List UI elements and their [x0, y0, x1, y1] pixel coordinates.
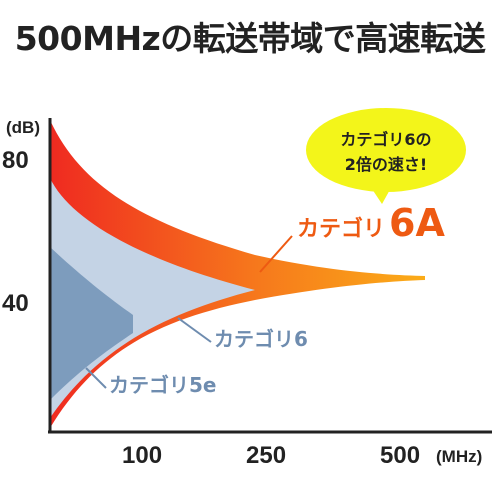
x-axis-unit: (MHz) [436, 447, 482, 466]
cat6-area [50, 178, 255, 418]
callout-bubble: カテゴリ6の 2倍の速さ! [306, 108, 466, 204]
page-title: 500MHzの転送帯域で高速転送 [14, 19, 486, 58]
series-label-cat6a: カテゴリ 6A [297, 201, 445, 245]
series-label-cat6: カテゴリ6 [214, 327, 308, 351]
series-label-cat6a-suffix: 6A [389, 201, 445, 245]
series-label-cat5e: カテゴリ5e [109, 373, 216, 397]
callout-line-1: カテゴリ6の [340, 130, 431, 149]
y-axis-unit: (dB) [6, 118, 40, 137]
y-tick-label: 40 [2, 290, 29, 317]
x-tick-label: 500 [380, 442, 420, 469]
cat6a-area [50, 120, 425, 428]
cat5e-area [50, 247, 133, 400]
leader-line-cat6a [259, 235, 293, 273]
x-tick-label: 250 [246, 442, 286, 469]
y-tick-label: 80 [2, 147, 29, 174]
leader-line-cat6 [177, 317, 212, 343]
callout-line-2: 2倍の速さ! [345, 155, 427, 174]
leader-line-cat5e [85, 367, 107, 389]
series-label-cat6a-prefix: カテゴリ [297, 216, 385, 242]
x-tick-label: 100 [122, 442, 162, 469]
